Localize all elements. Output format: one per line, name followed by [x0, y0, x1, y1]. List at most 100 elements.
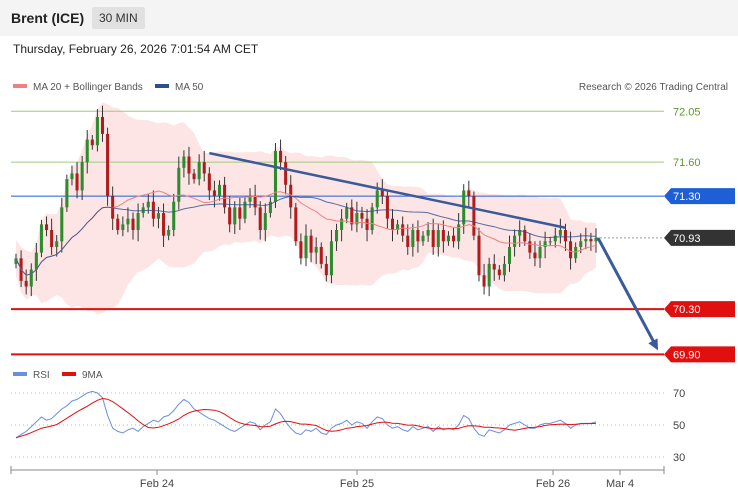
candle — [426, 222, 430, 242]
candle-body — [187, 156, 191, 174]
candle-body — [55, 241, 59, 247]
candle-body — [406, 235, 410, 247]
price-level-label: 71.60 — [673, 157, 701, 169]
candle-body — [238, 207, 242, 219]
candle-body — [523, 230, 527, 242]
price-level-label: 69.90 — [673, 349, 701, 361]
bollinger-bands — [16, 102, 596, 315]
candle — [574, 242, 578, 263]
timestamp: Thursday, February 26, 2026 7:01:54 AM C… — [13, 42, 259, 56]
rsi-ma-line — [15, 397, 597, 439]
candle-body — [477, 235, 481, 276]
copyright-label: Research © 2026 Trading Central — [579, 82, 728, 93]
candle — [390, 209, 395, 242]
x-axis-tick-label: Feb 24 — [140, 478, 174, 490]
legend-swatch-9ma — [62, 372, 76, 376]
candle — [121, 216, 125, 237]
candle — [406, 224, 410, 255]
candle-body — [162, 213, 166, 236]
candle-body — [340, 218, 344, 230]
candle — [467, 180, 471, 208]
candle-body — [528, 241, 532, 253]
candle-body — [90, 139, 94, 146]
candle — [385, 189, 389, 229]
candle-body — [421, 235, 425, 242]
candle-body — [518, 230, 522, 236]
candle — [187, 146, 191, 185]
candle-body — [436, 230, 440, 247]
candle-body — [472, 196, 476, 236]
candle-body — [335, 230, 339, 242]
candle-body — [497, 269, 501, 276]
candle-body — [375, 190, 379, 208]
candle-body — [360, 213, 364, 219]
instrument-title: Brent (ICE) — [11, 10, 85, 26]
candle — [192, 168, 196, 184]
candle-body — [85, 139, 89, 163]
candle-body — [314, 246, 318, 253]
candle-body — [75, 173, 79, 191]
candle — [106, 127, 110, 206]
candle-body — [319, 246, 323, 264]
candle-body — [299, 241, 303, 259]
candle-body — [217, 184, 222, 197]
candle-body — [482, 275, 486, 287]
candle-body — [116, 218, 120, 230]
candle — [263, 203, 267, 242]
candle — [238, 197, 242, 230]
candle-body — [426, 230, 430, 236]
candle-body — [268, 201, 272, 214]
price-labels: 72.05 71.60 71.30 70.93 70.30 69.90 — [664, 106, 735, 363]
candle — [360, 206, 364, 229]
candle — [24, 269, 28, 295]
candle — [370, 202, 374, 235]
candle-body — [416, 230, 420, 242]
candle-body — [324, 263, 328, 276]
candle — [299, 233, 303, 265]
candle — [207, 167, 211, 201]
candle-body — [452, 235, 456, 242]
candle-body — [507, 246, 512, 264]
candle — [14, 253, 18, 269]
candle-body — [24, 280, 28, 287]
legend-label-rsi: RSI — [33, 370, 50, 381]
candle — [162, 203, 166, 247]
candle-body — [131, 218, 135, 230]
candle-body — [106, 133, 110, 197]
candle — [131, 212, 135, 240]
bollinger-band-area — [16, 102, 596, 315]
candle — [228, 196, 232, 233]
candle — [314, 237, 318, 264]
price-level-label: 70.93 — [673, 233, 701, 245]
candle-body — [553, 235, 557, 242]
candle — [304, 224, 308, 267]
candle-body — [182, 156, 186, 168]
candle-body — [228, 207, 232, 225]
candle — [543, 231, 547, 259]
candle-body — [574, 246, 578, 259]
candle — [75, 162, 79, 199]
candle-body — [202, 162, 206, 174]
candle-body — [513, 235, 517, 247]
candle — [90, 135, 94, 150]
candle-body — [253, 196, 257, 208]
candle-body — [14, 258, 18, 264]
candle-body — [70, 173, 74, 180]
candle — [507, 235, 512, 272]
candle-body — [329, 241, 333, 276]
candle — [136, 203, 140, 242]
candle — [380, 179, 384, 204]
rsi-tick-label: 70 — [673, 388, 685, 400]
candle-body — [248, 196, 252, 202]
legend-swatch-ma50 — [155, 84, 169, 88]
overlays — [15, 151, 658, 351]
timeframe-selector[interactable]: 30 MIN — [92, 7, 145, 29]
candle-body — [492, 263, 496, 270]
x-axis-tick-label: Feb 25 — [340, 478, 374, 490]
price-level-tag — [664, 346, 735, 363]
candle — [446, 231, 450, 246]
candle — [335, 223, 339, 251]
candle-body — [60, 207, 64, 242]
rsi-tick-label: 50 — [673, 420, 685, 432]
